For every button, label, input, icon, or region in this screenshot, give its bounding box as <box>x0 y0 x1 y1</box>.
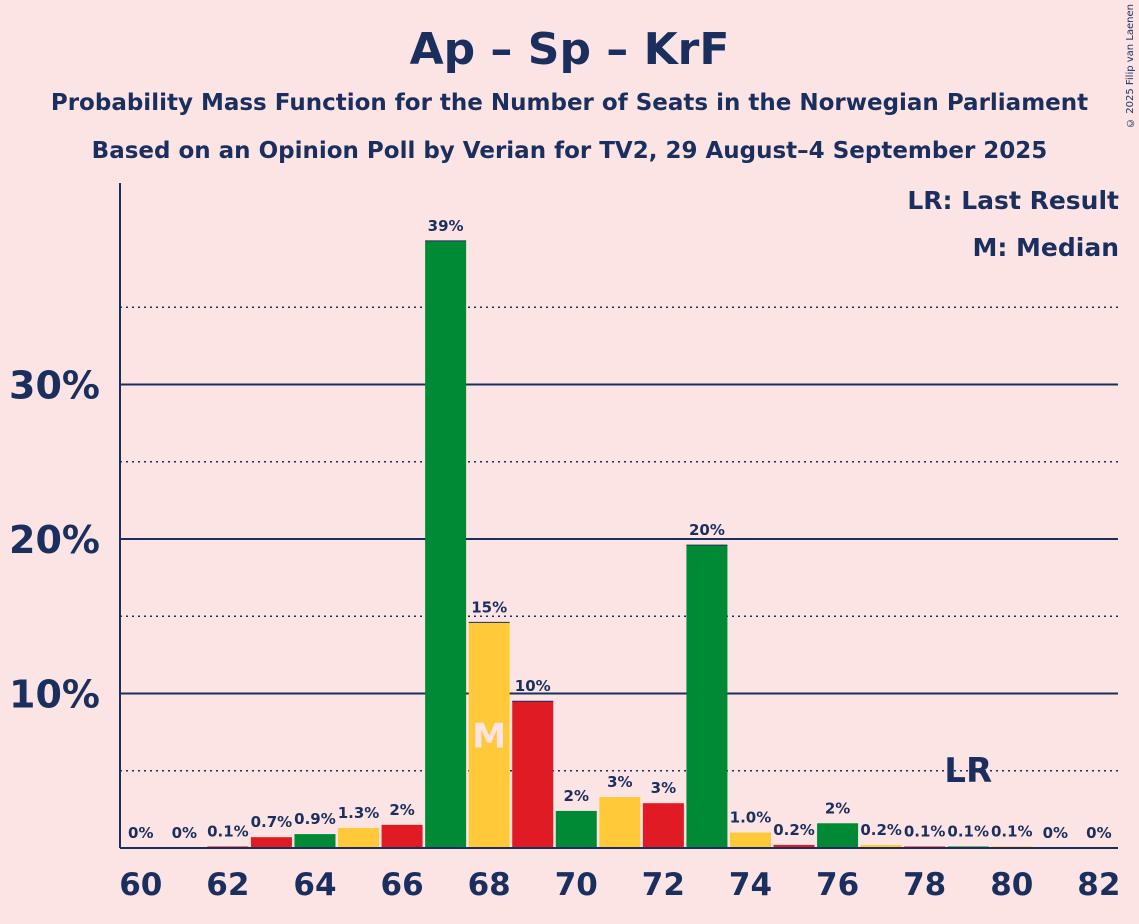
data-label-seat-70: 2% <box>564 787 589 805</box>
bar-seat-65 <box>338 827 380 848</box>
bar-seat-64 <box>294 834 336 848</box>
data-label-seat-60: 0% <box>128 824 153 842</box>
bar-seat-74 <box>729 832 771 848</box>
bar-seat-76 <box>817 823 859 848</box>
data-label-seat-77: 0.2% <box>860 821 902 839</box>
chart-source: Based on an Opinion Poll by Verian for T… <box>91 138 1048 164</box>
y-tick-label: 10% <box>9 673 100 717</box>
x-tick-label: 76 <box>816 867 859 903</box>
data-label-seat-65: 1.3% <box>338 804 380 822</box>
data-label-seat-68: 15% <box>471 598 507 616</box>
x-tick-label: 62 <box>206 867 249 903</box>
bar-seat-73 <box>686 545 728 848</box>
x-tick-label: 80 <box>990 867 1033 903</box>
data-label-seat-78: 0.1% <box>904 822 946 840</box>
chart-title: Ap – Sp – KrF <box>409 24 730 75</box>
bar-seat-63 <box>250 837 292 848</box>
x-tick-label: 66 <box>381 867 424 903</box>
y-tick-label: 20% <box>9 518 100 562</box>
data-label-seat-73: 20% <box>689 521 725 539</box>
last-result-marker: LR <box>944 751 992 791</box>
bar-seat-69 <box>512 701 554 848</box>
data-label-seat-76: 2% <box>825 799 850 817</box>
data-label-seat-71: 3% <box>607 773 632 791</box>
data-label-seat-63: 0.7% <box>251 813 293 831</box>
data-label-seat-62: 0.1% <box>207 822 249 840</box>
data-label-seat-75: 0.2% <box>773 821 815 839</box>
bar-seat-68 <box>468 622 510 848</box>
bar-seat-77 <box>860 844 902 848</box>
x-tick-label: 68 <box>468 867 511 903</box>
x-tick-label: 70 <box>555 867 598 903</box>
x-tick-label: 72 <box>642 867 685 903</box>
chart-subtitle: Probability Mass Function for the Number… <box>50 90 1089 116</box>
bar-seat-66 <box>381 824 423 848</box>
x-tick-label: 74 <box>729 867 772 903</box>
data-label-seat-80: 0.1% <box>991 822 1033 840</box>
bar-seat-72 <box>642 803 684 848</box>
bar-seat-71 <box>599 797 641 848</box>
x-tick-label: 82 <box>1077 867 1120 903</box>
median-marker: M <box>472 716 506 756</box>
data-label-seat-64: 0.9% <box>294 810 336 828</box>
data-label-seat-74: 1.0% <box>730 809 772 827</box>
data-label-seat-66: 2% <box>389 801 414 819</box>
data-label-seat-61: 0% <box>172 824 197 842</box>
data-label-seat-69: 10% <box>515 677 551 695</box>
data-label-seat-67: 39% <box>428 217 464 235</box>
data-label-seat-79: 0.1% <box>947 822 989 840</box>
legend-last-result: LR: Last Result <box>907 186 1119 215</box>
data-label-seat-81: 0% <box>1043 824 1068 842</box>
x-tick-label: 60 <box>119 867 162 903</box>
bar-seat-70 <box>555 810 597 848</box>
bar-seat-67 <box>425 240 467 848</box>
data-label-seat-72: 3% <box>651 779 676 797</box>
y-tick-label: 30% <box>9 364 100 408</box>
x-tick-label: 64 <box>293 867 336 903</box>
x-tick-label: 78 <box>903 867 946 903</box>
legend-median: M: Median <box>972 233 1119 262</box>
data-label-seat-82: 0% <box>1086 824 1111 842</box>
bar-seat-75 <box>773 844 815 848</box>
